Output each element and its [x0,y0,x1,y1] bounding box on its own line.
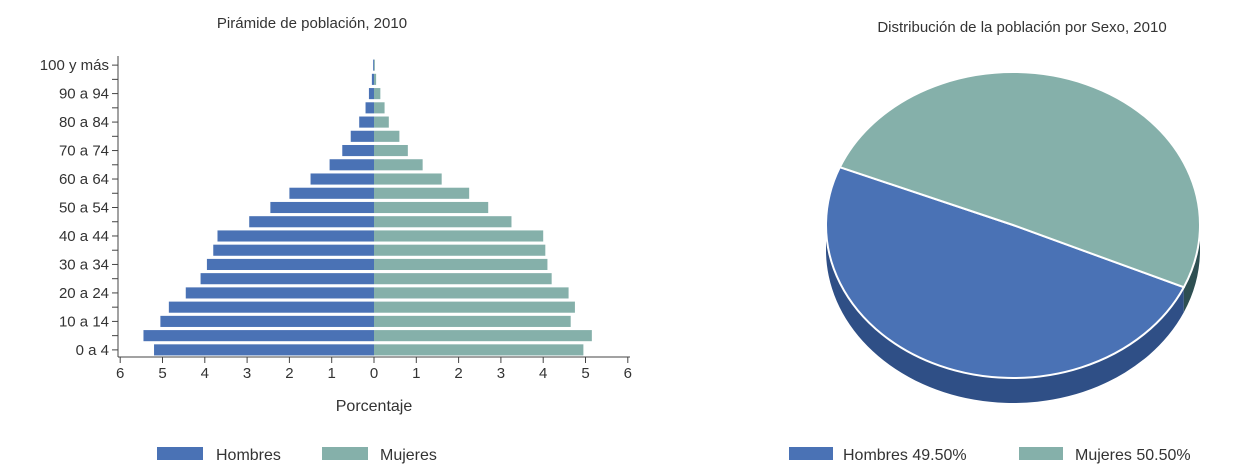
y-tick-label: 100 y más [40,57,109,74]
pie-title: Distribución de la población por Sexo, 2… [877,19,1166,36]
bar-hombres [200,273,374,285]
y-tick-label: 80 a 84 [59,114,109,131]
x-tick-label: 2 [285,365,293,382]
x-tick-label: 1 [328,365,336,382]
y-tick-label: 20 a 24 [59,285,109,302]
bar-hombres [217,230,374,242]
bar-mujeres [374,73,377,85]
x-tick-label: 5 [581,365,589,382]
bar-hombres [310,173,374,185]
bar-hombres [270,201,374,214]
legend-swatch-mujeres-pct [1019,447,1063,460]
bar-mujeres [374,315,571,327]
bar-mujeres [374,216,512,228]
legend-swatch-mujeres [322,447,368,460]
bar-hombres [289,187,374,199]
y-tick-label: 0 a 4 [76,342,109,359]
pyramid-x-axis-title: Porcentaje [336,398,413,415]
y-tick-label: 30 a 34 [59,256,109,273]
pyramid-x-tick-labels: 6 5 4 3 2 1 0 1 2 3 4 5 6 [116,365,632,382]
population-pyramid-chart: Pirámide de población, 2010 0 a 4 10 a 14… [40,15,632,464]
bar-mujeres [374,330,592,342]
x-tick-label: 5 [158,365,166,382]
x-tick-label: 6 [624,365,632,382]
pie-legend: Hombres 49.50% Mujeres 50.50% [789,447,1191,464]
pyramid-axes [112,56,630,363]
legend-swatch-hombres [157,447,203,460]
bar-mujeres [374,130,400,142]
pyramid-y-tick-labels: 0 a 4 10 a 14 20 a 24 30 a 34 40 a 44 50 a 54… [40,57,109,359]
x-tick-label: 0 [370,365,378,382]
pyramid-title: Pirámide de población, 2010 [217,15,407,32]
bar-mujeres [374,287,569,299]
x-tick-label: 3 [243,365,251,382]
bar-mujeres [374,244,546,256]
bar-hombres [365,102,374,114]
bar-hombres [329,159,374,171]
y-tick-label: 60 a 64 [59,171,109,188]
bar-mujeres [374,301,575,313]
bar-hombres [373,59,374,71]
pie-slice-mujeres [838,70,1202,289]
x-tick-label: 2 [454,365,462,382]
y-tick-label: 90 a 94 [59,86,109,103]
bar-hombres [359,116,374,128]
legend-label-hombres-pct: Hombres 49.50% [843,447,967,464]
bar-mujeres [374,173,442,185]
pyramid-legend: Hombres Mujeres [157,447,437,464]
x-tick-label: 4 [539,365,547,382]
bar-mujeres [374,273,552,285]
bar-hombres [185,287,374,299]
bar-mujeres [374,187,470,199]
bar-mujeres [374,159,423,171]
pie-slice-hombres [825,165,1186,379]
y-tick-label: 70 a 74 [59,143,109,160]
y-tick-label: 40 a 44 [59,228,109,245]
bar-hombres [154,344,374,356]
bar-hombres [371,73,374,85]
bar-hombres [249,216,374,228]
bar-hombres [160,315,374,327]
bar-mujeres [374,88,381,100]
x-tick-label: 4 [201,365,209,382]
x-tick-label: 3 [497,365,505,382]
bar-hombres [350,130,374,142]
legend-label-mujeres-pct: Mujeres 50.50% [1075,447,1191,464]
y-tick-label: 50 a 54 [59,200,109,217]
sex-distribution-pie-chart: Distribución de la población por Sexo, 2… [789,19,1202,464]
y-tick-label: 10 a 14 [59,313,109,330]
bar-mujeres [374,116,389,128]
pie-side-hombres [826,225,1184,404]
bar-mujeres [374,102,385,114]
bar-hombres [368,88,374,100]
bar-mujeres [374,144,408,157]
bar-mujeres [374,201,489,214]
bar-hombres [213,244,374,256]
bar-mujeres [374,258,548,271]
bar-hombres [143,330,374,342]
mujeres-bars [374,59,592,356]
hombres-bars [143,59,374,356]
bar-hombres [206,258,374,271]
bar-mujeres [374,59,375,71]
x-tick-label: 6 [116,365,124,382]
bar-mujeres [374,344,584,356]
legend-label-hombres: Hombres [216,447,281,464]
pie [825,70,1202,404]
pie-side-mujeres [1183,225,1200,313]
bar-mujeres [374,230,544,242]
bar-hombres [168,301,374,313]
legend-label-mujeres: Mujeres [380,447,437,464]
legend-swatch-hombres-pct [789,447,833,460]
x-tick-label: 1 [412,365,420,382]
bar-hombres [342,144,374,157]
